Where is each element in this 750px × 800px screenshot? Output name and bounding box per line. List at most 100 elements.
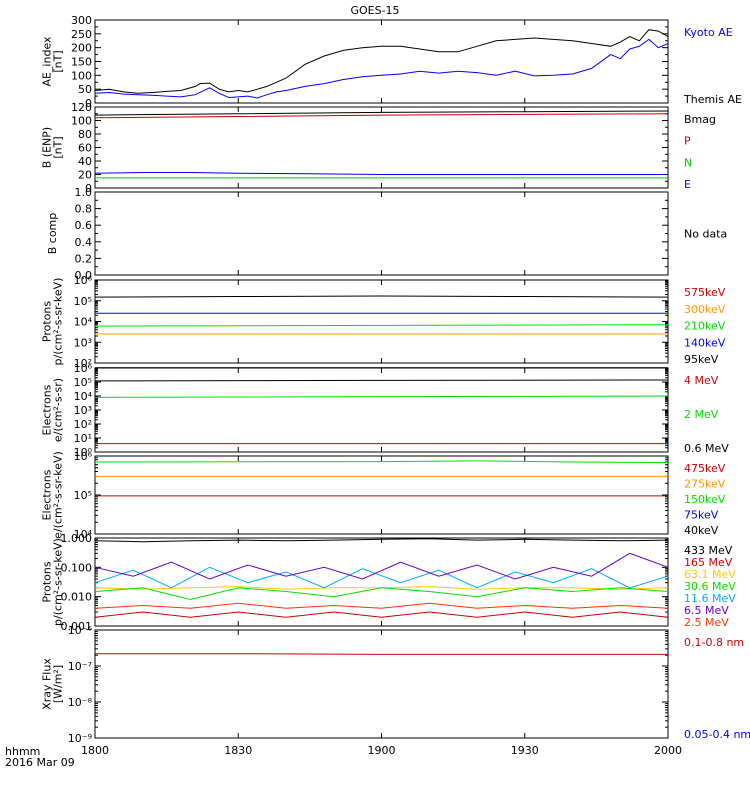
y-tick-label: 10² xyxy=(74,418,92,431)
x-tick-label: 1830 xyxy=(224,744,252,757)
y-tick-label: 300 xyxy=(71,14,92,27)
y-axis-title: AE_index xyxy=(41,36,54,87)
legend-label: 2 MeV xyxy=(684,408,719,421)
y-tick-label: 0.001 xyxy=(61,620,93,633)
y-tick-label: 60 xyxy=(78,142,92,155)
legend-label: 30.6 MeV xyxy=(684,580,736,593)
y-tick-label: 10⁻⁸ xyxy=(68,696,93,709)
y-tick-label: 10⁵ xyxy=(74,295,92,308)
y-axis-title: B (ENP) xyxy=(41,127,54,168)
legend-label: 0.6 MeV xyxy=(684,442,729,455)
y-tick-label: 0 xyxy=(85,182,92,195)
y-tick-label: 0 xyxy=(85,97,92,110)
panel-protons_hi: 0.001 0.010 0.100 1.000 Protonsp/(cm²-s-sr-k… xyxy=(41,532,737,633)
legend-label: 4 MeV xyxy=(684,374,719,387)
y-tick-label: 10⁶ xyxy=(74,274,93,287)
y-tick-label: 120 xyxy=(71,101,92,114)
legend-label: 11.6 MeV xyxy=(684,592,736,605)
legend-label: 0.05-0.4 nm xyxy=(684,728,750,741)
y-axis-title: Xray Flux xyxy=(41,658,54,710)
series-line xyxy=(94,110,669,116)
y-axis-title: Electrons xyxy=(41,469,54,520)
y-tick-label: 10³ xyxy=(74,404,92,417)
legend-label: 475keV xyxy=(684,462,726,475)
y-tick-label: 10⁵ xyxy=(74,376,92,389)
y-tick-label: 10⁴ xyxy=(74,390,93,403)
series-line xyxy=(94,38,669,99)
series-line xyxy=(94,611,669,618)
series-line xyxy=(94,566,669,589)
panel-bcomp: 0.0 0.2 0.4 0.6 0.8 1.0 B comp No data xyxy=(46,186,727,282)
legend-label: 165 MeV xyxy=(684,556,733,569)
y-tick-label: 50 xyxy=(78,83,92,96)
y-axis-title: p/(cm²-s-sr-keV) xyxy=(52,278,65,366)
panel-frame xyxy=(94,279,669,364)
y-tick-label: 100 xyxy=(71,69,92,82)
y-axis-title: [nT] xyxy=(52,136,65,158)
y-tick-label: 40 xyxy=(78,155,92,168)
series-line xyxy=(94,172,668,175)
panel-frame xyxy=(94,106,669,189)
legend-label: 433 MeV xyxy=(684,544,733,557)
y-tick-label: 1.000 xyxy=(61,532,93,545)
y-axis-title: Electrons xyxy=(41,384,54,435)
y-tick-label: 10⁻⁹ xyxy=(68,732,92,745)
legend-label: N xyxy=(684,156,692,169)
legend-label: 75keV xyxy=(684,509,719,522)
panel-xray: 10⁻⁹ 10⁻⁸ 10⁻⁷ 10⁻⁶ Xray Flux[W/m²] 0.1-0.8 n… xyxy=(41,624,750,757)
series-line xyxy=(94,538,669,543)
x-tick-label: 1930 xyxy=(511,744,539,757)
legend-label: 150keV xyxy=(684,493,726,506)
y-tick-label: 0.6 xyxy=(75,219,93,232)
y-tick-label: 100 xyxy=(71,115,92,128)
date-label: 2016 Mar 09 xyxy=(5,756,75,769)
y-tick-label: 10³ xyxy=(74,336,92,349)
series-line xyxy=(94,295,669,298)
y-tick-label: 10⁵ xyxy=(74,489,92,502)
series-line xyxy=(94,552,669,580)
legend-label: 140keV xyxy=(684,336,726,349)
y-axis-title: p/(cm²-s-sr-keV) xyxy=(52,538,65,626)
x-tick-label: 1800 xyxy=(81,744,109,757)
y-tick-label: 10⁻⁶ xyxy=(68,624,93,637)
y-tick-label: 10⁰ xyxy=(74,446,93,459)
legend-label: P xyxy=(684,135,691,148)
series-line xyxy=(94,113,669,119)
y-tick-label: 20 xyxy=(78,169,92,182)
x-tick-label: 1900 xyxy=(368,744,396,757)
y-tick-label: 0.0 xyxy=(75,269,93,282)
series-line xyxy=(94,587,669,601)
y-tick-label: 10⁶ xyxy=(74,450,93,463)
legend-label: 95keV xyxy=(684,353,719,366)
legend-label: 63.1 MeV xyxy=(684,568,736,581)
series-line xyxy=(94,460,669,463)
y-axis-title: Protons xyxy=(41,301,54,342)
legend-label: 2.5 MeV xyxy=(684,616,729,629)
series-line xyxy=(94,29,669,94)
legend-label: 575keV xyxy=(684,286,726,299)
y-tick-label: 10⁻⁷ xyxy=(68,660,92,673)
y-tick-label: 0.010 xyxy=(61,591,93,604)
legend-label: E xyxy=(684,178,691,191)
y-tick-label: 0.100 xyxy=(61,561,93,574)
y-tick-label: 200 xyxy=(71,42,92,55)
y-tick-label: 10¹ xyxy=(74,432,92,445)
series-line xyxy=(94,324,669,327)
y-tick-label: 0.4 xyxy=(75,236,93,249)
y-axis-title: e/(cm²-s-sr-keV) xyxy=(52,451,65,539)
y-axis-title: [W/m²] xyxy=(52,665,65,703)
y-axis-title: B comp xyxy=(46,213,59,255)
panel-frame xyxy=(94,629,669,739)
y-tick-label: 150 xyxy=(71,56,92,69)
panel-frame xyxy=(94,455,669,535)
legend-label: Bmag xyxy=(684,113,716,126)
legend-label: 40keV xyxy=(684,524,719,537)
panel-frame xyxy=(94,191,669,276)
y-tick-label: 0.8 xyxy=(75,203,93,216)
